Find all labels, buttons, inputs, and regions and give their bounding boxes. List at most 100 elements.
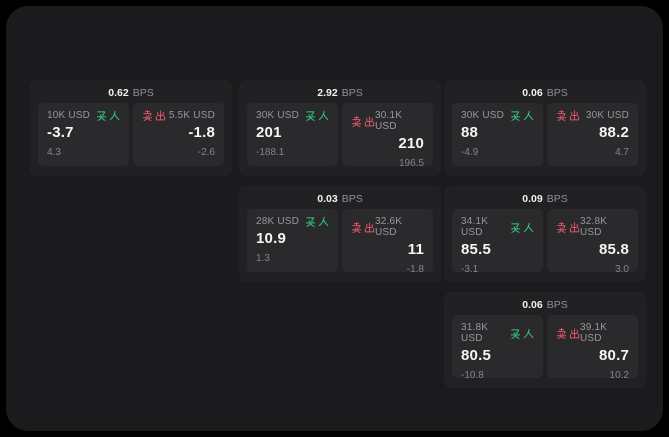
buy-label-badge bbox=[510, 222, 534, 233]
bps-unit: BPS bbox=[546, 87, 568, 99]
buy-label-badge bbox=[510, 328, 534, 339]
sell-price: 210 bbox=[398, 135, 424, 152]
cjk-buy-ru-icon bbox=[318, 216, 329, 227]
quote-panels: 31.8K USD 80.5 -10.8 bbox=[444, 315, 646, 381]
cjk-buy-mai-icon bbox=[510, 328, 521, 339]
bps-unit: BPS bbox=[546, 193, 568, 205]
buy-price: 10.9 bbox=[256, 230, 286, 247]
buy-price: 80.5 bbox=[461, 347, 491, 364]
cjk-buy-mai-icon bbox=[305, 111, 316, 121]
cjk-sell-mai-icon bbox=[556, 327, 567, 339]
buy-sub-value: -3.1 bbox=[461, 264, 479, 275]
buy-panel[interactable]: 30K USD 88 -4.9 bbox=[452, 103, 543, 166]
buy-price: 85.5 bbox=[461, 241, 491, 258]
app-window: 0.62 BPS 10K USD bbox=[6, 6, 663, 431]
cjk-buy-mai-icon bbox=[510, 111, 521, 121]
sell-amount: 39.1K USD bbox=[580, 322, 608, 344]
sell-panel[interactable]: 39.1K USD 80.7 10.2 bbox=[547, 315, 638, 381]
cjk-buy-mai-icon bbox=[96, 111, 107, 121]
quote-card: 0.09 BPS 34.1K USD bbox=[444, 186, 646, 282]
sell-price: 85.8 bbox=[599, 241, 629, 258]
buy-price: 201 bbox=[256, 124, 282, 141]
cjk-buy-mai-icon bbox=[510, 222, 521, 233]
buy-panel[interactable]: 31.8K USD 80.5 -10.8 bbox=[452, 315, 543, 381]
bps-unit: BPS bbox=[341, 193, 363, 205]
bps-unit: BPS bbox=[341, 87, 363, 99]
sell-label-badge bbox=[556, 327, 580, 339]
buy-sub-value: -188.1 bbox=[256, 147, 285, 158]
sell-panel[interactable]: 30K USD 88.2 4.7 bbox=[547, 103, 638, 166]
buy-label-badge bbox=[305, 110, 329, 121]
cjk-buy-ru-icon bbox=[109, 110, 120, 121]
bps-unit: BPS bbox=[546, 299, 568, 311]
sell-sub-value: -1.8 bbox=[406, 264, 424, 275]
buy-panel[interactable]: 28K USD 10.9 1.3 bbox=[247, 209, 338, 272]
buy-sub-value: -10.8 bbox=[461, 370, 484, 381]
buy-panel[interactable]: 10K USD -3.7 4.3 bbox=[38, 103, 129, 166]
bps-value: 0.06 bbox=[522, 299, 543, 311]
buy-amount: 30K USD bbox=[256, 110, 300, 121]
cjk-sell-chu-icon bbox=[569, 221, 580, 232]
sell-amount: 30.1K USD bbox=[375, 110, 403, 132]
buy-price: -3.7 bbox=[47, 124, 74, 141]
buy-amount: 28K USD bbox=[256, 216, 300, 227]
cjk-sell-mai-icon bbox=[556, 221, 567, 233]
cjk-sell-mai-icon bbox=[142, 110, 153, 121]
quote-card: 0.06 BPS 31.8K USD bbox=[444, 292, 646, 388]
quote-card: 0.06 BPS 30K USD bbox=[444, 80, 646, 176]
buy-label-badge bbox=[96, 110, 120, 121]
buy-panel[interactable]: 34.1K USD 85.5 -3.1 bbox=[452, 209, 543, 275]
sell-panel[interactable]: 32.8K USD 85.8 3.0 bbox=[547, 209, 638, 275]
sell-sub-value: 3.0 bbox=[615, 264, 629, 275]
buy-amount: 31.8K USD bbox=[461, 322, 489, 344]
cjk-buy-ru-icon bbox=[318, 110, 329, 121]
buy-sub-value: 1.3 bbox=[256, 253, 270, 264]
bps-unit: BPS bbox=[132, 87, 154, 99]
buy-sub-value: 4.3 bbox=[47, 147, 61, 158]
cjk-sell-chu-icon bbox=[155, 110, 166, 121]
sell-panel[interactable]: 32.6K USD 11 -1.8 bbox=[342, 209, 433, 275]
sell-amount: 32.6K USD bbox=[375, 216, 403, 238]
sell-panel[interactable]: 5.5K USD -1.8 -2.6 bbox=[133, 103, 224, 166]
bps-header: 0.06 BPS bbox=[444, 292, 646, 315]
cjk-buy-mai-icon bbox=[305, 217, 316, 227]
bps-header: 0.06 BPS bbox=[444, 80, 646, 103]
sell-amount: 32.8K USD bbox=[580, 216, 608, 238]
sell-label-badge bbox=[556, 110, 580, 121]
quote-card: 0.62 BPS 10K USD bbox=[30, 80, 232, 176]
sell-price: 80.7 bbox=[599, 347, 629, 364]
buy-label-badge bbox=[305, 216, 329, 227]
buy-panel[interactable]: 30K USD 201 -188.1 bbox=[247, 103, 338, 166]
bps-header: 2.92 BPS bbox=[239, 80, 441, 103]
sell-price: 11 bbox=[407, 241, 424, 258]
sell-price: 88.2 bbox=[599, 124, 629, 141]
buy-sub-value: -4.9 bbox=[461, 147, 479, 158]
sell-sub-value: 4.7 bbox=[615, 147, 629, 158]
quote-panels: 28K USD 10.9 1.3 bbox=[239, 209, 441, 275]
sell-label-badge bbox=[351, 221, 375, 233]
cjk-sell-chu-icon bbox=[364, 221, 375, 232]
sell-price: -1.8 bbox=[188, 124, 215, 141]
bps-value: 0.09 bbox=[522, 193, 543, 205]
buy-amount: 30K USD bbox=[461, 110, 505, 121]
quote-panels: 30K USD 201 -188.1 bbox=[239, 103, 441, 169]
sell-label-badge bbox=[351, 115, 375, 127]
sell-sub-value: -2.6 bbox=[197, 147, 215, 158]
buy-price: 88 bbox=[461, 124, 479, 141]
cjk-sell-mai-icon bbox=[351, 221, 362, 233]
quote-panels: 10K USD -3.7 4.3 bbox=[30, 103, 232, 166]
bps-value: 0.62 bbox=[108, 87, 129, 99]
buy-amount: 10K USD bbox=[47, 110, 91, 121]
cjk-sell-mai-icon bbox=[556, 110, 567, 121]
sell-sub-value: 196.5 bbox=[398, 158, 424, 169]
sell-label-badge bbox=[142, 110, 166, 121]
cjk-buy-ru-icon bbox=[523, 222, 534, 232]
cjk-buy-ru-icon bbox=[523, 328, 534, 338]
sell-panel[interactable]: 30.1K USD 210 196.5 bbox=[342, 103, 433, 169]
quote-panels: 34.1K USD 85.5 -3.1 bbox=[444, 209, 646, 275]
bps-header: 0.09 BPS bbox=[444, 186, 646, 209]
bps-value: 2.92 bbox=[317, 87, 338, 99]
bps-value: 0.03 bbox=[317, 193, 338, 205]
bps-header: 0.62 BPS bbox=[30, 80, 232, 103]
quote-card: 2.92 BPS 30K USD bbox=[239, 80, 441, 176]
